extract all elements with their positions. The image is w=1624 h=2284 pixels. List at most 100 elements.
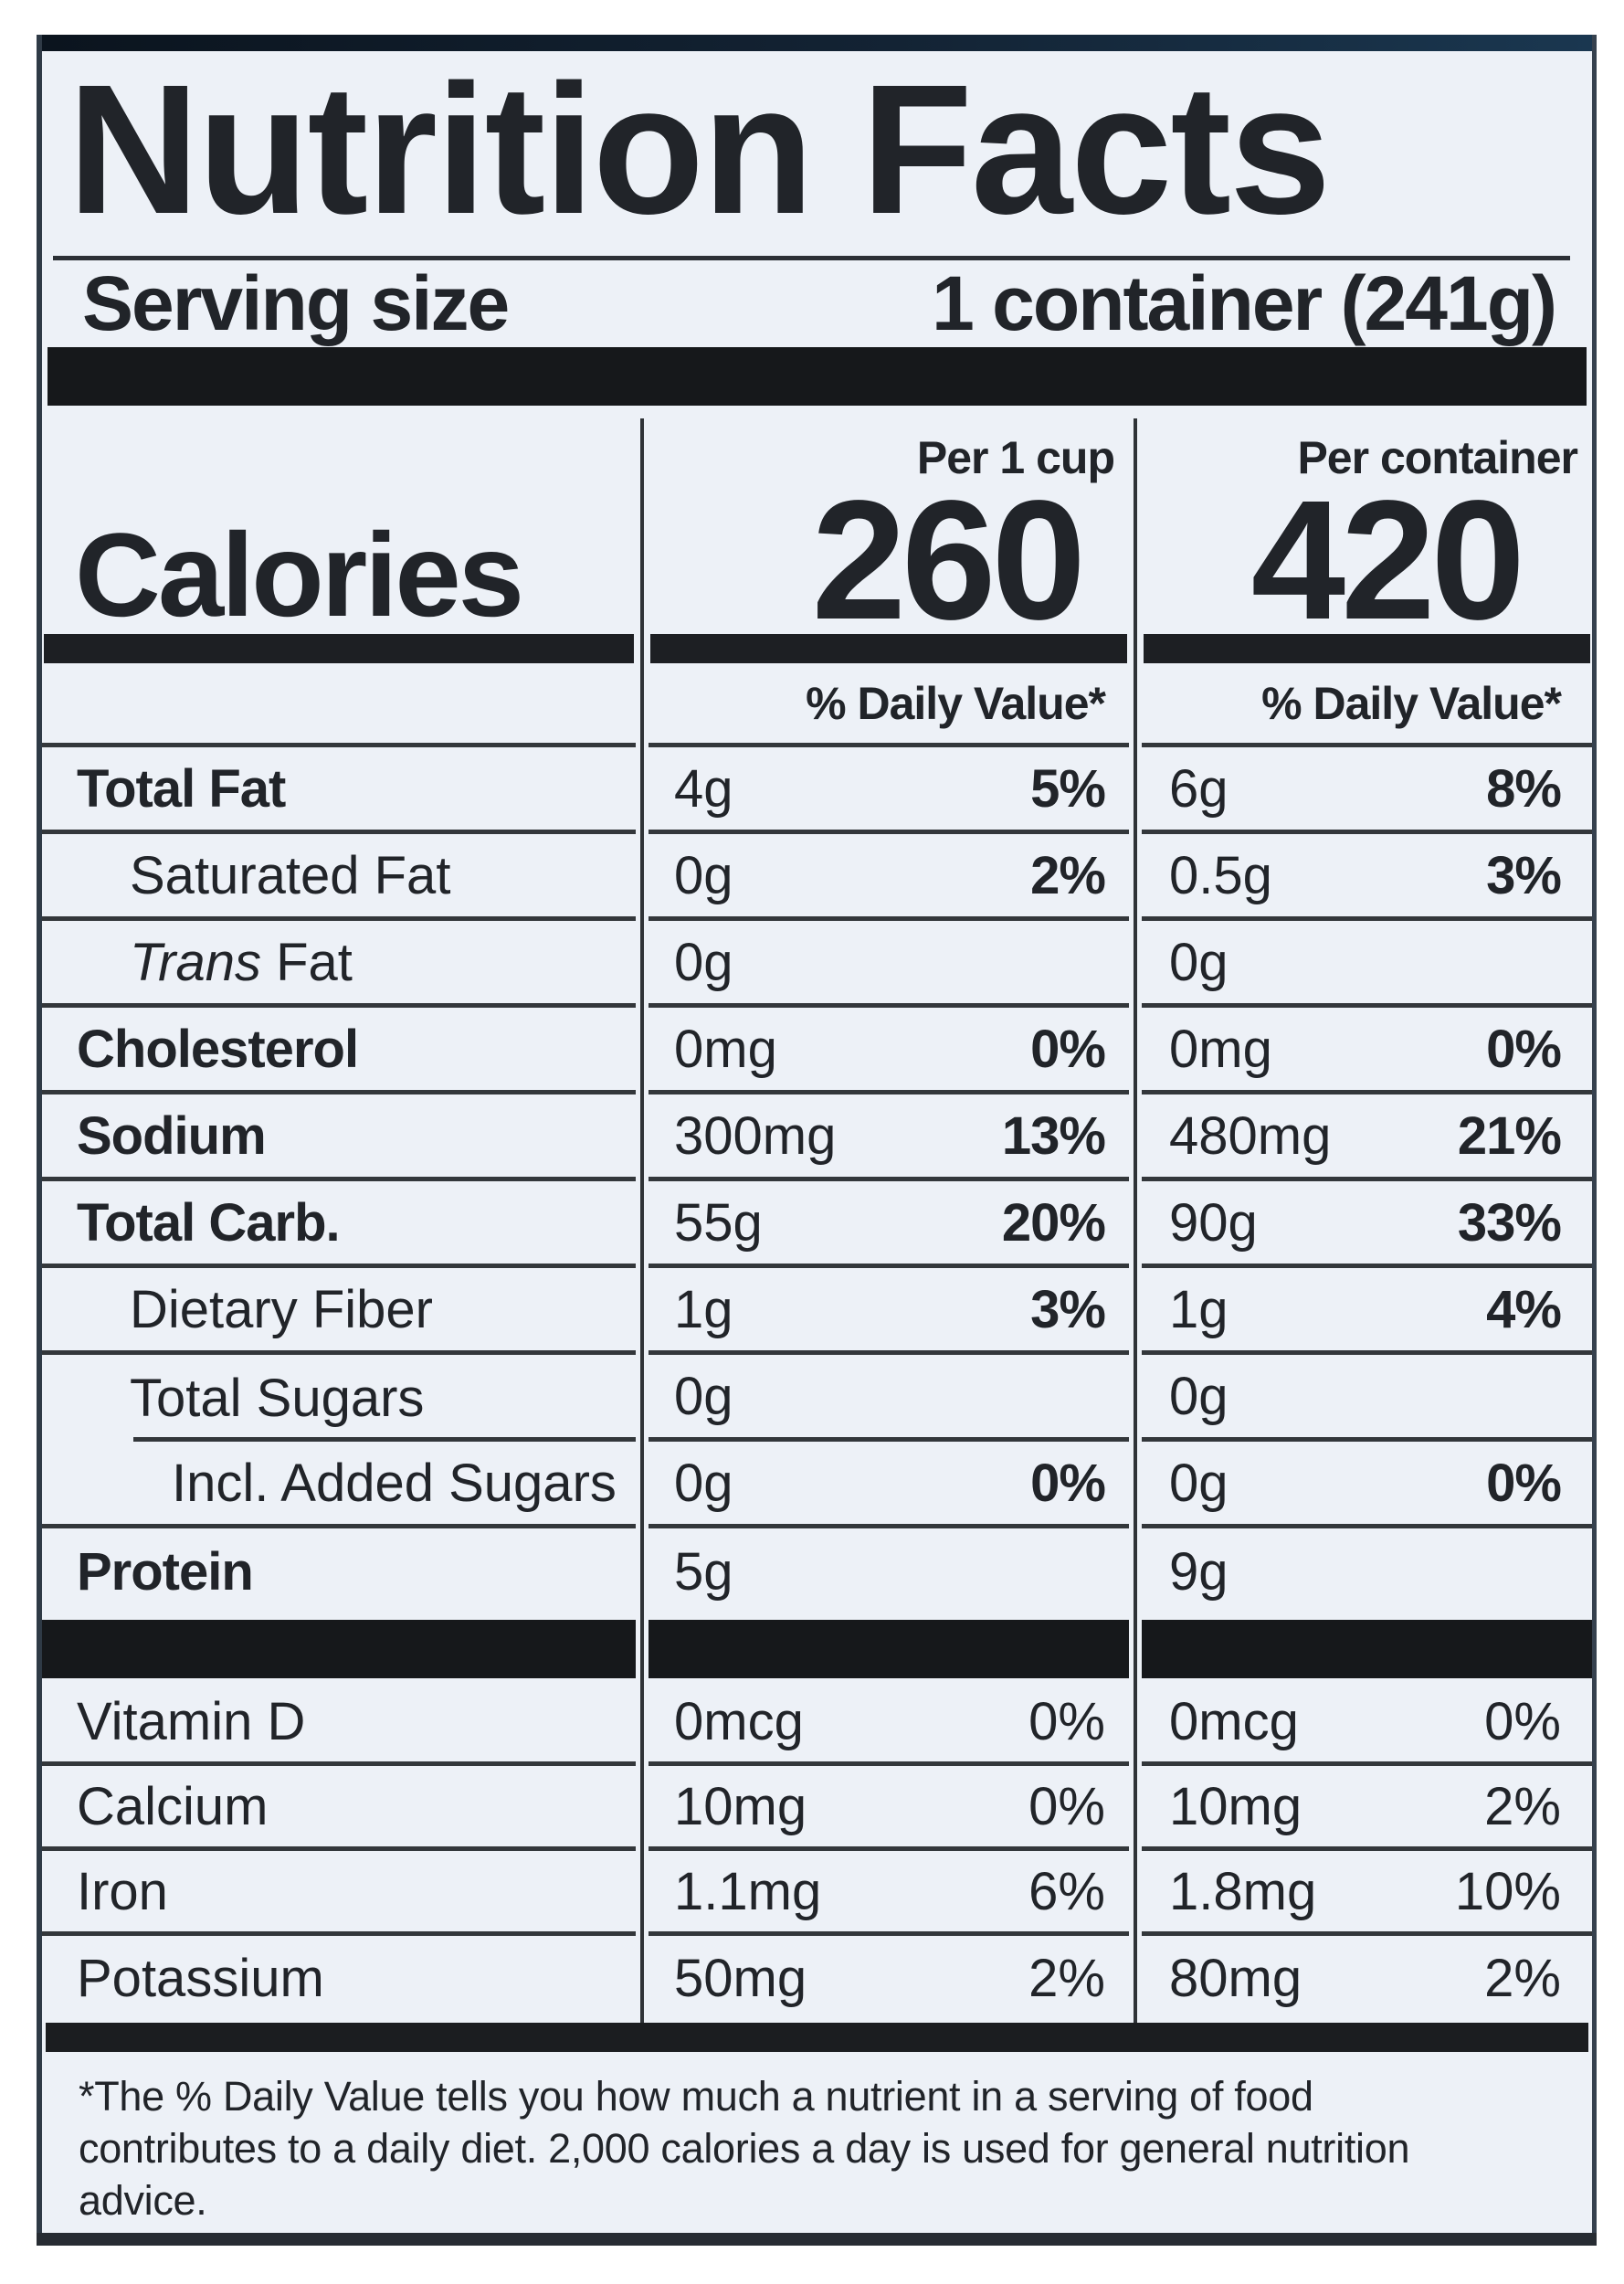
per-container-column: Per container 420 % Daily Value* [1142, 418, 1592, 747]
per-cup-amount: 0g [674, 932, 733, 992]
per-container-amount: 0g [1169, 1366, 1229, 1426]
nutrient-name: Calcium [77, 1776, 269, 1836]
per-container-daily-value: 2% [1484, 1949, 1561, 2008]
per-container-amount: 0.5g [1169, 845, 1272, 905]
calories-header-spacer [42, 418, 636, 484]
nutrient-row: Cholesterol 0mg 0% 0mg 0% [42, 1008, 1592, 1094]
per-container-amount: 9g [1169, 1542, 1229, 1602]
thick-bar-serving [47, 347, 1587, 406]
per-container-daily-value: 0% [1486, 1453, 1562, 1513]
nutrient-name: Dietary Fiber [130, 1279, 433, 1339]
per-cup-amount: 0g [674, 1366, 733, 1426]
nutrient-row: Total Fat 4g 5% 6g 8% [42, 747, 1592, 834]
per-cup-daily-value: 13% [1001, 1105, 1106, 1166]
per-cup-daily-value: 2% [1030, 845, 1106, 905]
nutrient-name: Sodium [77, 1105, 267, 1166]
per-cup-daily-value: 5% [1030, 758, 1106, 819]
per-container-daily-value: 0% [1486, 1019, 1562, 1079]
nutrient-name: Trans Fat [130, 932, 353, 992]
per-cup-amount: 0mcg [674, 1691, 804, 1751]
nutrient-name: Total Fat [77, 758, 286, 819]
per-container-daily-value: 4% [1486, 1279, 1562, 1339]
per-container-daily-value: 2% [1484, 1776, 1561, 1836]
per-container-amount: 80mg [1169, 1949, 1302, 2008]
nutrient-name: Iron [77, 1861, 168, 1921]
per-container-daily-value: 21% [1457, 1105, 1562, 1166]
serving-size-value: 1 container (241g) [932, 259, 1557, 346]
separator-bar-segment [1142, 1620, 1592, 1678]
nutrient-row: Total Carb. 55g 20% 90g 33% [42, 1181, 1592, 1268]
page-title: Nutrition Facts [68, 46, 1331, 252]
per-cup-daily-value: 20% [1001, 1192, 1106, 1253]
per-container-amount: 10mg [1169, 1776, 1302, 1836]
serving-size-row: Serving size 1 container (241g) [82, 260, 1557, 346]
nutrient-name: Protein [77, 1542, 254, 1602]
thick-bar-footer [46, 2023, 1588, 2052]
per-container-daily-value: 33% [1457, 1192, 1562, 1253]
per-cup-amount: 1g [674, 1279, 733, 1339]
nutrient-row: Vitamin D 0mcg 0% 0mcg 0% [42, 1681, 1592, 1766]
separator-bar-segment [42, 1620, 636, 1678]
nutrient-name: Total Sugars [130, 1369, 425, 1428]
calories-dv-spacer [42, 663, 636, 743]
per-cup-amount: 5g [674, 1542, 733, 1602]
nutrient-row: Dietary Fiber 1g 3% 1g 4% [42, 1268, 1592, 1355]
nutrient-name: Potassium [77, 1949, 324, 2008]
per-container-amount: 0g [1169, 932, 1229, 992]
column-divider-1 [640, 418, 644, 2023]
nutrient-name: Incl. Added Sugars [172, 1453, 617, 1513]
per-cup-amount: 1.1mg [674, 1861, 822, 1921]
per-cup-daily-value: 0% [1030, 1019, 1106, 1079]
per-container-underbar [1144, 634, 1590, 663]
per-container-daily-value: 3% [1486, 845, 1562, 905]
calories-label-column: Calories [42, 418, 636, 747]
column-divider-2 [1134, 418, 1137, 2023]
per-cup-daily-value: 6% [1028, 1861, 1105, 1921]
nutrient-row: Iron 1.1mg 6% 1.8mg 10% [42, 1851, 1592, 1936]
per-cup-amount: 55g [674, 1192, 763, 1253]
nutrient-name: Cholesterol [77, 1019, 359, 1079]
per-cup-daily-value: 0% [1028, 1691, 1105, 1751]
per-container-amount: 0g [1169, 1453, 1229, 1513]
per-cup-amount: 0g [674, 845, 733, 905]
nutrition-facts-label: Nutrition Facts Serving size 1 container… [37, 35, 1597, 2246]
per-container-amount: 1.8mg [1169, 1861, 1317, 1921]
per-container-daily-value: 0% [1484, 1691, 1561, 1751]
per-container-calories-value: 420 [1250, 466, 1525, 655]
per-container-header: Per container [1297, 432, 1578, 483]
per-cup-daily-value: 0% [1030, 1453, 1106, 1513]
separator-bar-segment [649, 1620, 1129, 1678]
nutrient-row: Potassium 50mg 2% 80mg 2% [42, 1936, 1592, 2021]
label-bottom-band [37, 2233, 1597, 2246]
per-cup-amount: 50mg [674, 1949, 807, 2008]
daily-value-footnote: *The % Daily Value tells you how much a … [79, 2073, 1410, 2224]
per-container-amount: 0mcg [1169, 1691, 1299, 1751]
nutrient-row: Incl. Added Sugars 0g 0% 0g 0% [42, 1442, 1592, 1528]
label-header: Nutrition Facts [68, 51, 1583, 247]
micronutrient-rows: Vitamin D 0mcg 0% 0mcg 0% Calcium 10mg 0… [42, 1681, 1592, 2021]
per-cup-daily-value: 0% [1028, 1776, 1105, 1836]
per-container-amount: 6g [1169, 758, 1229, 819]
per-container-amount: 480mg [1169, 1105, 1332, 1166]
nutrient-row: Protein 5g 9g [42, 1528, 1592, 1615]
nutrient-row: Calcium 10mg 0% 10mg 2% [42, 1766, 1592, 1851]
nutrient-row: Sodium 300mg 13% 480mg 21% [42, 1094, 1592, 1181]
per-container-dv-header: % Daily Value* [1261, 677, 1562, 729]
title-divider [53, 256, 1570, 260]
calories-section: Calories Per 1 cup 260 % Daily Value* Pe… [42, 418, 1592, 747]
per-cup-amount: 300mg [674, 1105, 837, 1166]
per-container-amount: 0mg [1169, 1019, 1272, 1079]
per-cup-amount: 10mg [674, 1776, 807, 1836]
per-cup-amount: 0g [674, 1453, 733, 1513]
per-container-amount: 1g [1169, 1279, 1229, 1339]
calories-underbar [44, 634, 634, 663]
nutrient-row: Saturated Fat 0g 2% 0.5g 3% [42, 834, 1592, 921]
per-cup-amount: 4g [674, 758, 733, 819]
per-cup-calories-value: 260 [811, 466, 1086, 655]
nutrient-row: Trans Fat 0g 0g [42, 921, 1592, 1008]
per-cup-underbar [650, 634, 1127, 663]
calories-label: Calories [75, 508, 524, 641]
per-cup-header: Per 1 cup [916, 432, 1115, 483]
per-cup-column: Per 1 cup 260 % Daily Value* [649, 418, 1129, 747]
per-container-amount: 90g [1169, 1192, 1258, 1253]
